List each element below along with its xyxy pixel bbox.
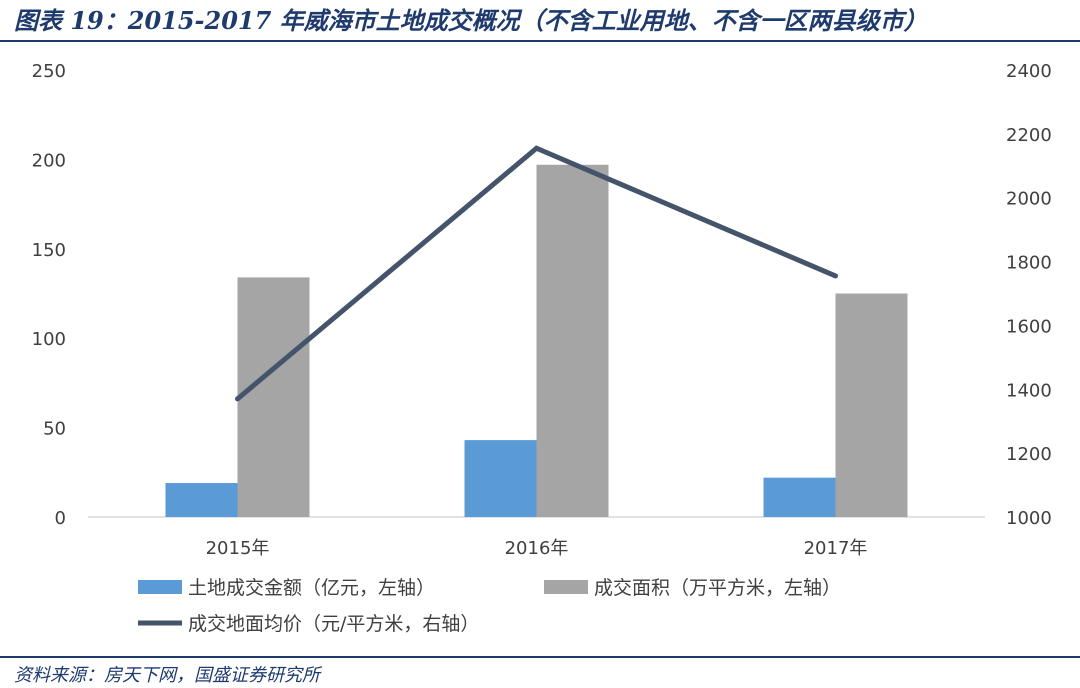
category-axis: 2015年 2016年 2017年 bbox=[206, 538, 868, 559]
legend-label: 土地成交金额（亿元，左轴） bbox=[188, 577, 435, 599]
left-tick-label: 150 bbox=[32, 240, 66, 261]
right-tick-label: 1800 bbox=[1006, 253, 1052, 274]
left-tick-label: 100 bbox=[32, 329, 66, 350]
left-tick-label: 200 bbox=[32, 150, 66, 171]
right-tick-label: 1000 bbox=[1006, 508, 1052, 529]
right-tick-label: 1400 bbox=[1006, 380, 1052, 401]
right-tick-label: 1200 bbox=[1006, 444, 1052, 465]
bar-series bbox=[166, 165, 908, 517]
legend-swatch bbox=[138, 580, 182, 594]
bar-land-value bbox=[166, 483, 238, 517]
left-tick-label: 250 bbox=[32, 61, 66, 82]
right-tick-label: 2000 bbox=[1006, 189, 1052, 210]
combo-chart: 0 50 100 150 200 250 1000 1200 1400 1600 1800 2000… bbox=[0, 42, 1080, 654]
bar-transaction-area bbox=[537, 165, 609, 517]
line-point bbox=[833, 273, 838, 278]
right-tick-label: 1600 bbox=[1006, 316, 1052, 337]
right-tick-label: 2400 bbox=[1006, 61, 1052, 82]
left-tick-label: 50 bbox=[43, 419, 66, 440]
bar-transaction-area bbox=[836, 294, 908, 518]
bar-transaction-area bbox=[238, 277, 310, 517]
legend-label: 成交面积（万平方米，左轴） bbox=[594, 577, 841, 599]
left-tick-label: 0 bbox=[55, 508, 66, 529]
category-label: 2015年 bbox=[206, 538, 270, 559]
line-point bbox=[534, 146, 539, 151]
right-tick-label: 2200 bbox=[1006, 125, 1052, 146]
category-label: 2017年 bbox=[804, 538, 868, 559]
source-note: 资料来源：房天下网，国盛证券研究所 bbox=[14, 661, 320, 687]
footer-divider bbox=[0, 656, 1080, 658]
left-axis: 0 50 100 150 200 250 bbox=[32, 61, 66, 529]
legend: 土地成交金额（亿元，左轴） 成交面积（万平方米，左轴） 成交地面均价（元/平方米，右… bbox=[138, 577, 841, 635]
category-label: 2016年 bbox=[505, 538, 569, 559]
line-point bbox=[235, 396, 240, 401]
right-axis: 1000 1200 1400 1600 1800 2000 2200 2400 bbox=[1006, 61, 1052, 529]
bar-land-value bbox=[764, 478, 836, 517]
legend-swatch bbox=[544, 580, 588, 594]
bar-land-value bbox=[465, 440, 537, 517]
chart-title: 图表 19：2015-2017 年威海市土地成交概况（不含工业用地、不含一区两县… bbox=[14, 4, 1074, 38]
legend-label: 成交地面均价（元/平方米，右轴） bbox=[188, 613, 479, 635]
